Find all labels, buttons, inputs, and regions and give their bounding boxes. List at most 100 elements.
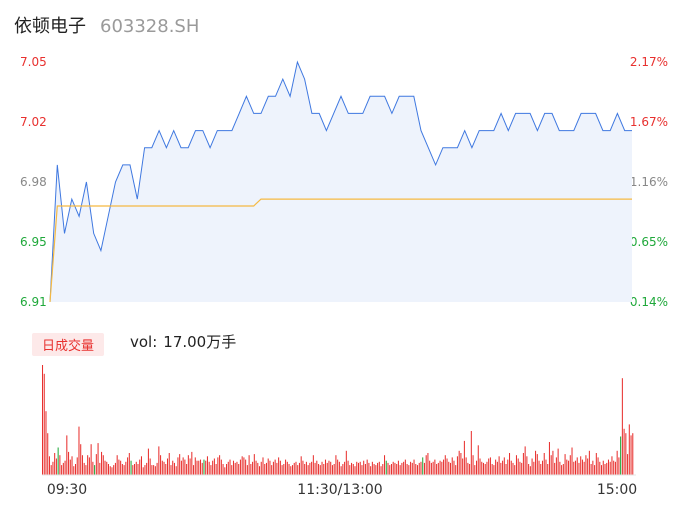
volume-bar <box>410 461 412 475</box>
volume-bar <box>222 464 224 475</box>
volume-bar <box>533 461 535 475</box>
volume-bar <box>114 462 116 475</box>
volume-bar <box>295 461 297 475</box>
volume-bar <box>627 454 629 475</box>
volume-bar <box>137 464 139 475</box>
volume-bar <box>173 462 175 475</box>
volume-bar <box>94 465 96 475</box>
volume-bar <box>581 459 583 475</box>
volume-bar <box>366 459 368 475</box>
volume-bar <box>116 455 118 475</box>
volume-bar <box>224 467 226 475</box>
volume-bar <box>220 459 222 475</box>
x-axis: 09:30 11:30/13:00 15:00 <box>47 482 637 498</box>
volume-bar <box>349 465 351 475</box>
volume-bar <box>285 459 287 475</box>
volume-bar <box>503 457 505 475</box>
volume-bar <box>606 462 608 475</box>
volume-bar <box>252 461 254 475</box>
volume-bar <box>205 460 207 475</box>
volume-bar <box>573 461 575 475</box>
volume-bar <box>441 461 443 475</box>
volume-bar <box>352 464 354 475</box>
volume-bar <box>201 462 203 475</box>
volume-bar <box>175 466 177 475</box>
volume-bar <box>380 466 382 475</box>
x-tick: 09:30 <box>47 482 87 498</box>
volume-bar <box>302 460 304 475</box>
volume-bar <box>337 459 339 475</box>
volume-bar <box>118 459 120 475</box>
volume-bar <box>455 465 457 475</box>
volume-bar <box>55 458 57 475</box>
volume-bar <box>594 465 596 475</box>
volume-label: vol: <box>130 333 158 351</box>
volume-bar <box>113 465 115 475</box>
volume-bar <box>99 462 101 475</box>
volume-bar <box>331 465 333 475</box>
volume-bar <box>559 461 561 475</box>
y-left-tick: 6.95 <box>20 235 47 249</box>
volume-bar <box>613 460 615 475</box>
volume-bar <box>394 462 396 475</box>
volume-bar <box>500 462 502 475</box>
volume-bar <box>498 456 500 475</box>
volume-bar <box>602 460 604 475</box>
volume-bar <box>548 442 550 475</box>
volume-bar <box>81 455 83 475</box>
volume-bar <box>248 455 250 475</box>
volume-bar <box>142 467 144 475</box>
volume-bar <box>477 445 479 475</box>
price-panel: 7.05 7.02 6.98 6.95 6.91 2.17% 1.67% 1.16% 0.65%… <box>20 55 668 309</box>
volume-bar <box>491 464 493 475</box>
volume-bar <box>257 462 259 475</box>
volume-bar <box>540 464 542 475</box>
volume-bar <box>326 462 328 475</box>
volume-bar <box>62 462 64 475</box>
volume-bar <box>373 464 375 475</box>
volume-bar <box>416 465 419 475</box>
volume-bar <box>104 460 106 475</box>
volume-bar <box>243 457 245 475</box>
volume-bar <box>408 465 410 475</box>
volume-bar <box>385 460 387 475</box>
volume-bar <box>446 458 448 475</box>
volume-bar <box>208 461 210 475</box>
volume-bar <box>95 454 97 475</box>
volume-bar <box>85 465 87 475</box>
volume-bar <box>144 465 146 475</box>
volume-bar <box>239 459 241 475</box>
volume-bar <box>312 455 314 475</box>
volume-bar <box>90 444 92 475</box>
stock-title: 依顿电子 603328.SH <box>14 12 199 40</box>
volume-bar <box>524 446 526 475</box>
volume-bar <box>125 461 127 475</box>
volume-bar <box>436 464 438 475</box>
volume-bar <box>449 462 452 475</box>
volume-bar <box>50 465 52 475</box>
volume-bar <box>448 461 450 475</box>
volume-bar <box>507 459 509 475</box>
price-line <box>49 60 632 303</box>
volume-bar <box>526 456 528 475</box>
volume-bar <box>528 464 530 475</box>
volume-bar <box>167 458 169 475</box>
volume-bar <box>281 465 283 475</box>
volume-bar <box>489 457 491 475</box>
volume-bar <box>264 464 266 475</box>
volume-bar <box>550 455 552 475</box>
volume-bar <box>443 459 445 475</box>
volume-bar <box>562 464 564 475</box>
volume-bar <box>269 460 271 475</box>
volume-bar <box>578 462 580 475</box>
y-left-tick: 7.02 <box>20 115 47 129</box>
volume-bar <box>128 453 130 475</box>
volume-bar <box>344 461 346 475</box>
volume-bar <box>87 455 89 475</box>
volume-bar <box>283 464 285 475</box>
volume-bar <box>293 462 295 475</box>
volume-bar <box>189 458 191 475</box>
volume-bar <box>375 465 377 475</box>
volume-bar <box>427 453 429 475</box>
volume-bar <box>632 433 634 475</box>
